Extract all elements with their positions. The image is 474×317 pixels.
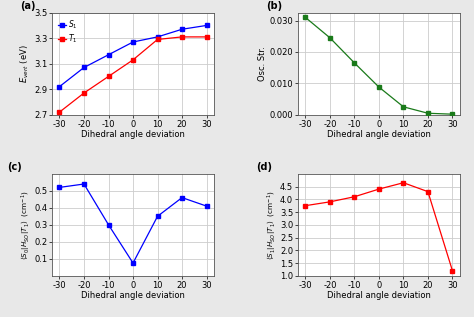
$T_1$	[81, 91, 87, 95]
Line: $T_1$: $T_1$	[58, 35, 208, 114]
$T_1$	[57, 110, 63, 114]
$T_1$	[106, 74, 111, 78]
Text: (c): (c)	[7, 162, 22, 172]
Text: (b): (b)	[265, 1, 282, 11]
$S_1$	[57, 85, 63, 88]
$S_1$	[130, 40, 136, 44]
X-axis label: Dihedral angle deviation: Dihedral angle deviation	[327, 130, 431, 139]
$S_1$	[155, 35, 160, 39]
Legend: $S_1$, $T_1$: $S_1$, $T_1$	[56, 16, 80, 47]
Y-axis label: $E_{vert}$ (eV): $E_{vert}$ (eV)	[18, 44, 31, 83]
X-axis label: Dihedral angle deviation: Dihedral angle deviation	[327, 291, 431, 300]
$T_1$	[204, 35, 210, 39]
Line: $S_1$: $S_1$	[58, 24, 208, 88]
Y-axis label: Osc. Str.: Osc. Str.	[258, 46, 267, 81]
$S_1$	[204, 23, 210, 27]
$T_1$	[179, 35, 185, 39]
$S_1$	[81, 66, 87, 69]
$S_1$	[179, 27, 185, 31]
Text: (a): (a)	[20, 1, 35, 11]
Y-axis label: $\langle S_1|H_{SO}|T_1\rangle$  $(\mathrm{cm}^{-1})$: $\langle S_1|H_{SO}|T_1\rangle$ $(\mathr…	[265, 190, 279, 260]
$S_1$	[106, 53, 111, 57]
Text: (d): (d)	[256, 162, 272, 172]
X-axis label: Dihedral angle deviation: Dihedral angle deviation	[81, 291, 185, 300]
$T_1$	[155, 37, 160, 41]
$T_1$	[130, 58, 136, 62]
X-axis label: Dihedral angle deviation: Dihedral angle deviation	[81, 130, 185, 139]
Y-axis label: $\langle S_0|H_{SO}|T_1\rangle$  $(\mathrm{cm}^{-1})$: $\langle S_0|H_{SO}|T_1\rangle$ $(\mathr…	[19, 190, 33, 260]
